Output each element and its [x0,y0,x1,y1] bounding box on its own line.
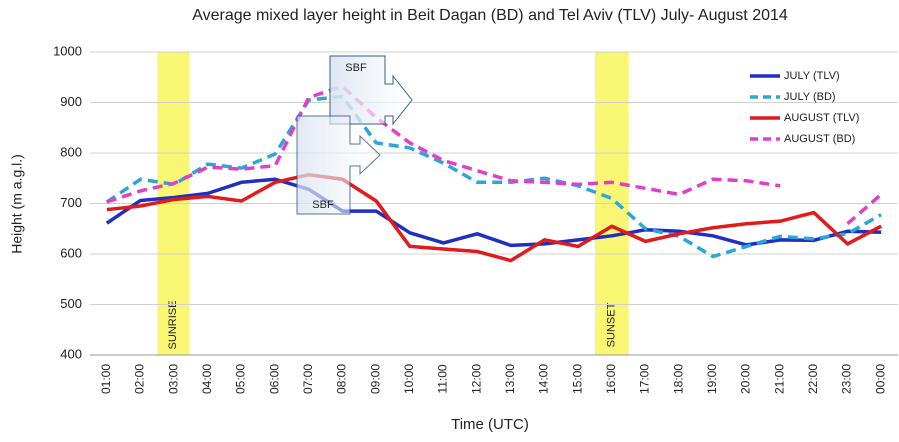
series-line [106,84,883,226]
y-tick-label: 600 [60,245,82,260]
chart-title: Average mixed layer height in Beit Dagan… [192,7,788,24]
x-tick-label: 13:00 [503,364,517,394]
x-axis-label: Time (UTC) [451,416,529,433]
x-tick-label: 07:00 [301,364,315,394]
x-tick-label: 19:00 [705,364,719,394]
x-tick-label: 14:00 [537,364,551,394]
x-tick-label: 21:00 [772,364,786,394]
x-tick-label: 17:00 [638,364,652,394]
series-line [105,94,883,259]
y-tick-label: 700 [60,195,82,210]
legend-label: AUGUST (TLV) [784,112,859,124]
x-tick-label: 06:00 [267,364,281,394]
sbf-label: SBF [345,62,367,74]
y-tick-label: 800 [60,144,82,159]
x-tick-label: 00:00 [873,364,887,394]
band-label: SUNRISE [167,301,179,350]
legend-label: JULY (BD) [784,91,836,103]
x-tick-label: 11:00 [436,364,450,393]
series-line [105,177,882,248]
x-tick-label: 08:00 [335,364,349,394]
x-tick-label: 16:00 [604,364,618,394]
x-tick-label: 10:00 [402,364,416,394]
x-tick-label: 23:00 [840,364,854,394]
x-tick-label: 20:00 [739,364,753,394]
x-tick-label: 15:00 [570,364,584,394]
legend-label: JULY (TLV) [784,70,840,82]
series-line [106,172,882,263]
x-tick-label: 02:00 [133,364,147,394]
x-tick-label: 22:00 [806,364,820,394]
legend-label: AUGUST (BD) [784,133,855,145]
x-tick-label: 12:00 [469,364,483,394]
y-tick-label: 1000 [53,43,82,58]
sbf-label: SBF [312,199,334,211]
x-tick-label: 04:00 [200,364,214,394]
y-tick-label: 500 [60,296,82,311]
y-tick-label: 400 [60,346,82,361]
sbf-arrow [296,55,413,215]
y-axis-label: Height (m a.g.l.) [9,154,25,254]
x-tick-label: 01:00 [99,364,113,394]
y-tick-label: 900 [60,94,82,109]
x-tick-label: 18:00 [671,364,685,394]
x-tick-label: 03:00 [166,364,180,394]
band-label: SUNSET [606,302,618,347]
x-tick-label: 05:00 [234,364,248,394]
x-tick-label: 09:00 [368,364,382,394]
